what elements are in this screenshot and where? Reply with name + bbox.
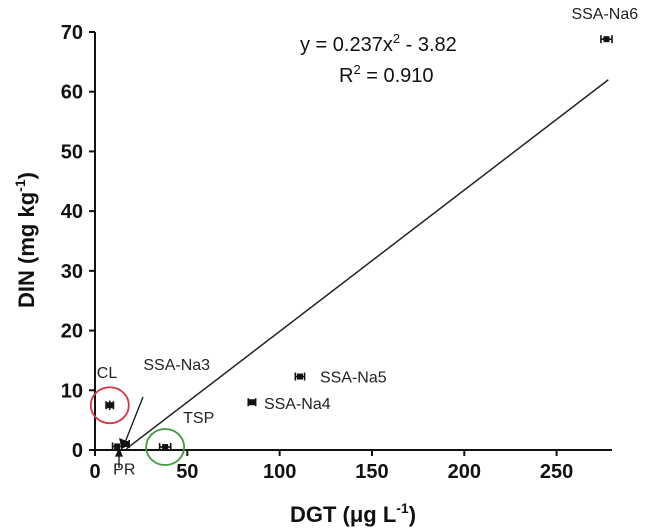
point-marker [123, 441, 130, 448]
point-ssa-na5 [294, 372, 306, 381]
point-tsp [158, 443, 172, 452]
point-ssa-na4 [247, 398, 257, 407]
r-squared-label: R2 = 0.910 [339, 62, 434, 87]
label-ssa-na3: SSA-Na3 [143, 357, 210, 374]
point-marker [162, 444, 169, 451]
label-ssa-na4: SSA-Na4 [264, 396, 331, 413]
x-tick-label: 150 [355, 461, 388, 483]
regression-line [125, 79, 609, 450]
point-marker [114, 443, 121, 450]
label-ssa-na6: SSA-Na6 [571, 6, 638, 23]
x-tick-label: 200 [448, 461, 481, 483]
x-axis-ticks: 0 50 100 150 200 250 [89, 450, 573, 483]
point-marker [248, 399, 255, 406]
x-tick-label: 50 [176, 461, 198, 483]
y-tick-label: 10 [61, 380, 83, 402]
x-axis-title: DGT (μg L-1) [290, 500, 416, 527]
pr-arrowhead [115, 447, 123, 457]
highlight-circle-tsp [145, 428, 186, 466]
highlight-circle-cl [89, 386, 130, 425]
ssa-na3-arrow [123, 396, 144, 446]
y-axis-title: DIN (mg kg-1) [12, 172, 39, 308]
x-tick-label: 250 [540, 461, 573, 483]
y-tick-label: 60 [61, 82, 83, 104]
label-tsp: TSP [183, 410, 214, 427]
label-pr: PR [113, 461, 135, 478]
y-tick-label: 20 [61, 321, 83, 343]
y-axis-ticks: 0 10 20 30 40 50 60 70 [61, 22, 95, 462]
label-cl: CL [97, 365, 118, 382]
y-tick-label: 50 [61, 141, 83, 163]
point-ssa-na6 [600, 35, 613, 44]
point-marker [296, 373, 303, 380]
highlight-circles [89, 386, 186, 466]
label-arrows [115, 396, 144, 468]
data-points [105, 35, 613, 452]
point-marker [603, 36, 610, 43]
label-ssa-na5: SSA-Na5 [320, 370, 387, 387]
x-tick-label: 0 [89, 461, 100, 483]
point-labels: CL PR SSA-Na3 TSP SSA-Na4 SSA-Na5 SSA-Na6 [97, 6, 638, 478]
x-tick-label: 100 [263, 461, 296, 483]
y-tick-label: 70 [61, 22, 83, 44]
y-tick-label: 30 [61, 261, 83, 283]
regression-equation: y = 0.237x2 - 3.82 [300, 31, 457, 56]
y-tick-label: 0 [72, 440, 83, 462]
ssa-na3-arrowhead [119, 437, 129, 450]
y-tick-label: 40 [61, 201, 83, 223]
point-marker [106, 402, 113, 409]
point-cl [105, 400, 115, 410]
